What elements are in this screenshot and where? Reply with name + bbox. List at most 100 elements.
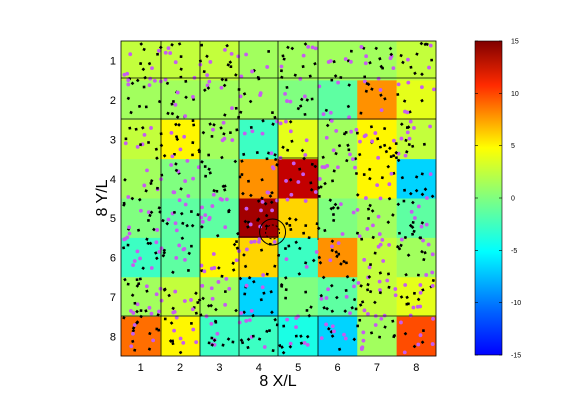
particle-mark bbox=[139, 208, 143, 213]
particle-mark bbox=[142, 47, 146, 52]
particle-mark bbox=[223, 184, 227, 188]
particle-mark bbox=[210, 336, 214, 340]
heatmap-cell bbox=[278, 119, 319, 160]
particle-mark bbox=[234, 73, 238, 77]
particle-mark bbox=[211, 252, 216, 256]
particle-mark bbox=[206, 86, 211, 90]
particle-mark bbox=[149, 126, 153, 130]
particle-mark bbox=[189, 298, 193, 302]
particle-mark bbox=[271, 349, 275, 353]
particle-mark bbox=[122, 246, 126, 250]
particle-mark bbox=[376, 137, 380, 141]
particle-mark bbox=[311, 258, 316, 263]
particle-mark bbox=[365, 82, 369, 86]
particle-mark bbox=[358, 139, 362, 144]
particle-mark bbox=[416, 297, 421, 302]
particle-mark bbox=[194, 311, 198, 315]
particle-mark bbox=[152, 78, 157, 83]
particle-mark bbox=[210, 343, 215, 347]
particle-mark bbox=[317, 195, 321, 198]
particle-mark bbox=[186, 194, 191, 198]
particle-mark bbox=[230, 138, 235, 143]
particle-mark bbox=[337, 347, 342, 351]
particle-mark bbox=[127, 225, 132, 230]
particle-mark bbox=[135, 309, 139, 314]
particle-mark bbox=[179, 55, 183, 59]
particle-mark bbox=[157, 206, 162, 210]
particle-mark bbox=[288, 177, 293, 182]
particle-mark bbox=[259, 248, 264, 252]
particle-mark bbox=[270, 165, 275, 169]
particle-mark bbox=[396, 158, 401, 163]
particle-mark bbox=[159, 298, 164, 303]
particle-mark bbox=[129, 308, 133, 313]
colorbar-tick-label: -15 bbox=[511, 353, 521, 360]
particle-mark bbox=[404, 272, 408, 277]
particle-mark bbox=[150, 66, 154, 71]
particle-mark bbox=[303, 42, 308, 46]
particle-mark bbox=[138, 277, 142, 281]
particle-mark bbox=[173, 289, 178, 294]
particle-mark bbox=[227, 208, 231, 213]
particle-mark bbox=[392, 138, 396, 143]
particle-mark bbox=[326, 326, 331, 331]
particle-mark bbox=[156, 48, 161, 53]
particle-mark bbox=[260, 131, 265, 136]
particle-mark bbox=[411, 144, 415, 148]
particle-mark bbox=[403, 188, 407, 192]
particle-mark bbox=[378, 145, 382, 149]
particle-mark bbox=[172, 190, 177, 195]
particle-mark bbox=[235, 246, 240, 250]
particle-mark bbox=[191, 176, 195, 181]
particle-mark bbox=[163, 77, 168, 82]
particle-mark bbox=[210, 204, 215, 208]
particle-mark bbox=[190, 322, 193, 325]
particle-mark bbox=[395, 245, 400, 249]
particle-mark bbox=[222, 83, 227, 88]
particle-mark bbox=[283, 247, 287, 251]
particle-mark bbox=[399, 53, 403, 58]
particle-mark bbox=[331, 179, 334, 183]
particle-mark bbox=[424, 222, 429, 227]
particle-mark bbox=[324, 296, 329, 300]
particle-mark bbox=[382, 313, 387, 318]
x-tick-label: 3 bbox=[216, 362, 222, 374]
particle-mark bbox=[411, 200, 415, 205]
particle-mark bbox=[291, 161, 296, 166]
particle-mark bbox=[324, 108, 329, 113]
particle-mark bbox=[345, 158, 349, 163]
particle-mark bbox=[205, 83, 210, 88]
particle-mark bbox=[378, 242, 383, 247]
particle-mark bbox=[412, 229, 416, 233]
heatmap-cell bbox=[278, 316, 319, 357]
particle-mark bbox=[414, 175, 419, 179]
particle-mark bbox=[278, 121, 283, 126]
particle-mark bbox=[243, 264, 248, 269]
particle-mark bbox=[415, 52, 419, 56]
particle-mark bbox=[367, 216, 371, 220]
particle-mark bbox=[175, 90, 180, 95]
particle-mark bbox=[355, 193, 360, 197]
particle-mark bbox=[430, 58, 434, 62]
particle-mark bbox=[158, 286, 163, 291]
particle-mark bbox=[343, 132, 347, 136]
particle-mark bbox=[207, 217, 212, 222]
particle-mark bbox=[259, 208, 263, 213]
particle-mark bbox=[375, 183, 380, 188]
particle-mark bbox=[223, 113, 227, 117]
heatmap-cell bbox=[239, 237, 279, 278]
particle-mark bbox=[347, 115, 351, 120]
particle-mark bbox=[325, 306, 329, 311]
particle-mark bbox=[185, 158, 190, 163]
particle-mark bbox=[405, 130, 410, 135]
particle-mark bbox=[423, 250, 427, 255]
particle-mark bbox=[334, 250, 339, 254]
particle-mark bbox=[305, 98, 310, 102]
particle-mark bbox=[192, 123, 196, 127]
particle-mark bbox=[135, 249, 140, 254]
particle-mark bbox=[404, 138, 408, 143]
particle-mark bbox=[174, 122, 178, 127]
particle-mark bbox=[182, 246, 187, 251]
particle-mark bbox=[301, 53, 306, 58]
particle-mark bbox=[393, 293, 398, 298]
